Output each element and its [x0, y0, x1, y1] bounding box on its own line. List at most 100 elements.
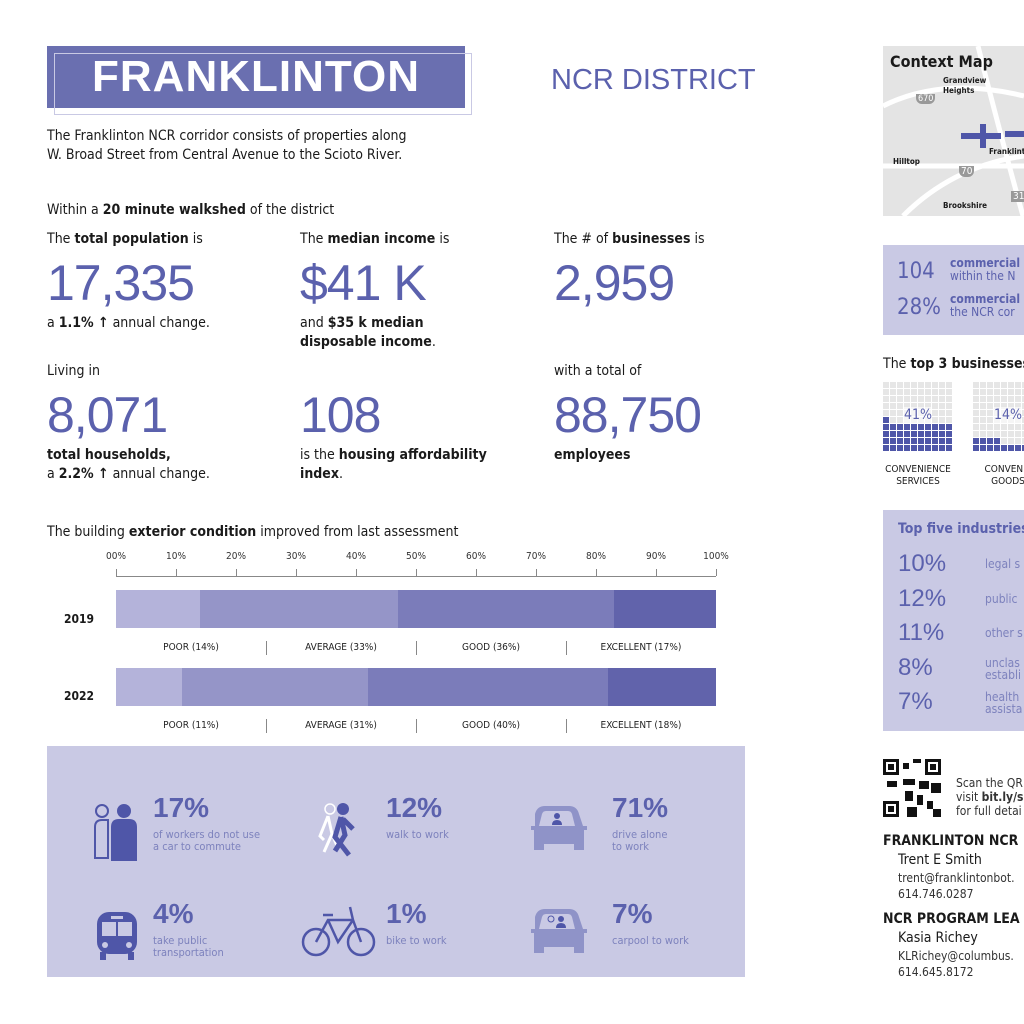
waffle-cell: [980, 410, 986, 416]
waffle-cell: [918, 438, 924, 444]
waffle-cell: [980, 431, 986, 437]
households-label: Living in: [47, 363, 100, 379]
waffle-cell: [1022, 403, 1024, 409]
waffle-cell: [987, 424, 993, 430]
waffle-cell: [932, 403, 938, 409]
waffle-cell: [1015, 438, 1021, 444]
tick-mark: [296, 569, 297, 576]
waffle-cell: [994, 403, 1000, 409]
waffle-cell: [987, 417, 993, 423]
tick-label: 30%: [286, 551, 306, 562]
waffle-cell: [1001, 424, 1007, 430]
map-label-brookshire: Brookshire: [943, 201, 988, 210]
waffle-cell: [994, 424, 1000, 430]
contact-org: NCR PROGRAM LEA: [883, 911, 1020, 927]
waffle-cell: [980, 382, 986, 388]
business-name: CONVENIENCE SERVICES: [883, 464, 953, 488]
waffle-cell: [890, 396, 896, 402]
commercial-text: commercial within the N: [950, 256, 1021, 283]
waffle-cell: [890, 445, 896, 451]
waffle-cell: [932, 417, 938, 423]
waffle-cell: [939, 445, 945, 451]
waffle-cell: [1008, 431, 1014, 437]
label-divider: [566, 641, 567, 655]
waffle-cell: [932, 431, 938, 437]
contact-org: FRANKLINTON NCR: [883, 833, 1019, 849]
title-banner: [47, 46, 465, 108]
label-divider: [266, 719, 267, 733]
bar-poor-2022: [116, 668, 182, 706]
waffle-cell: [897, 389, 903, 395]
tick-mark: [176, 569, 177, 576]
waffle-cell: [932, 396, 938, 402]
page-title: FRANKLINTON: [92, 52, 420, 101]
waffle-cell: [904, 389, 910, 395]
context-map[interactable]: Context Map Grandview Heights Hilltop Fra…: [883, 46, 1024, 216]
waffle-cell: [946, 445, 952, 451]
tick-mark: [416, 569, 417, 576]
waffle-cell: [904, 431, 910, 437]
business-name-line: CONVENIE: [984, 464, 1024, 475]
population-label: The total population is: [47, 231, 203, 247]
waffle-cell: [1001, 396, 1007, 402]
bar-label: AVERAGE (31%): [305, 720, 377, 731]
waffle-cell: [932, 382, 938, 388]
waffle-cell: [994, 438, 1000, 444]
transport-value: 7%: [612, 898, 653, 929]
walking-icon: [318, 803, 355, 857]
waffle-cell: [890, 431, 896, 437]
waffle-cell: [897, 431, 903, 437]
waffle-cell: [973, 389, 979, 395]
map-label-grandview: Grandview Heights: [943, 76, 987, 95]
waffle-cell: [883, 438, 889, 444]
waffle-cell: [1008, 438, 1014, 444]
waffle-cell: [932, 424, 938, 430]
waffle-cell: [939, 396, 945, 402]
waffle-cell: [939, 403, 945, 409]
waffle-cell: [911, 396, 917, 402]
waffle-cell: [897, 403, 903, 409]
label-divider: [416, 641, 417, 655]
tick-label: 90%: [646, 551, 666, 562]
waffle-cell: [925, 445, 931, 451]
waffle-cell: [911, 389, 917, 395]
transport-text-line: a car to commute: [153, 840, 242, 853]
waffle-cell: [904, 445, 910, 451]
qr-code-icon[interactable]: [883, 759, 941, 817]
waffle-cell: [883, 424, 889, 430]
waffle-cell: [925, 438, 931, 444]
waffle-cell: [1015, 424, 1021, 430]
bar-excellent-2022: [608, 668, 716, 706]
bar-label: GOOD (36%): [462, 642, 520, 653]
waffle-cell: [980, 438, 986, 444]
tick-mark: [236, 569, 237, 576]
waffle-cell: [890, 410, 896, 416]
industries-panel: Top five industries: [883, 510, 1024, 731]
industry-percent: 11%: [898, 619, 945, 646]
waffle-cell: [890, 424, 896, 430]
waffle-cell: [946, 424, 952, 430]
waffle-cell: [897, 417, 903, 423]
business-name-line: GOODS: [991, 476, 1024, 487]
tick-label: 70%: [526, 551, 546, 562]
waffle-cell: [897, 438, 903, 444]
waffle-cell: [946, 396, 952, 402]
affordability-value: 108: [300, 387, 381, 443]
tick-mark: [656, 569, 657, 576]
waffle-cell: [1022, 389, 1024, 395]
waffle-cell: [1008, 403, 1014, 409]
industry-name: legal s: [985, 558, 1020, 570]
waffle-cell: [1015, 396, 1021, 402]
households-sub: total households, a 2.2% ↑ annual change.: [47, 447, 210, 482]
industry-name: other s: [985, 627, 1023, 639]
waffle-cell: [925, 389, 931, 395]
waffle-cell: [925, 396, 931, 402]
waffle-cell: [904, 424, 910, 430]
waffle-cell: [925, 431, 931, 437]
tick-label: 10%: [166, 551, 186, 562]
waffle-cell: [1001, 431, 1007, 437]
population-change: a 1.1% ↑ annual change.: [47, 315, 210, 331]
waffle-cell: [946, 438, 952, 444]
waffle-cell: [890, 417, 896, 423]
waffle-cell: [918, 431, 924, 437]
